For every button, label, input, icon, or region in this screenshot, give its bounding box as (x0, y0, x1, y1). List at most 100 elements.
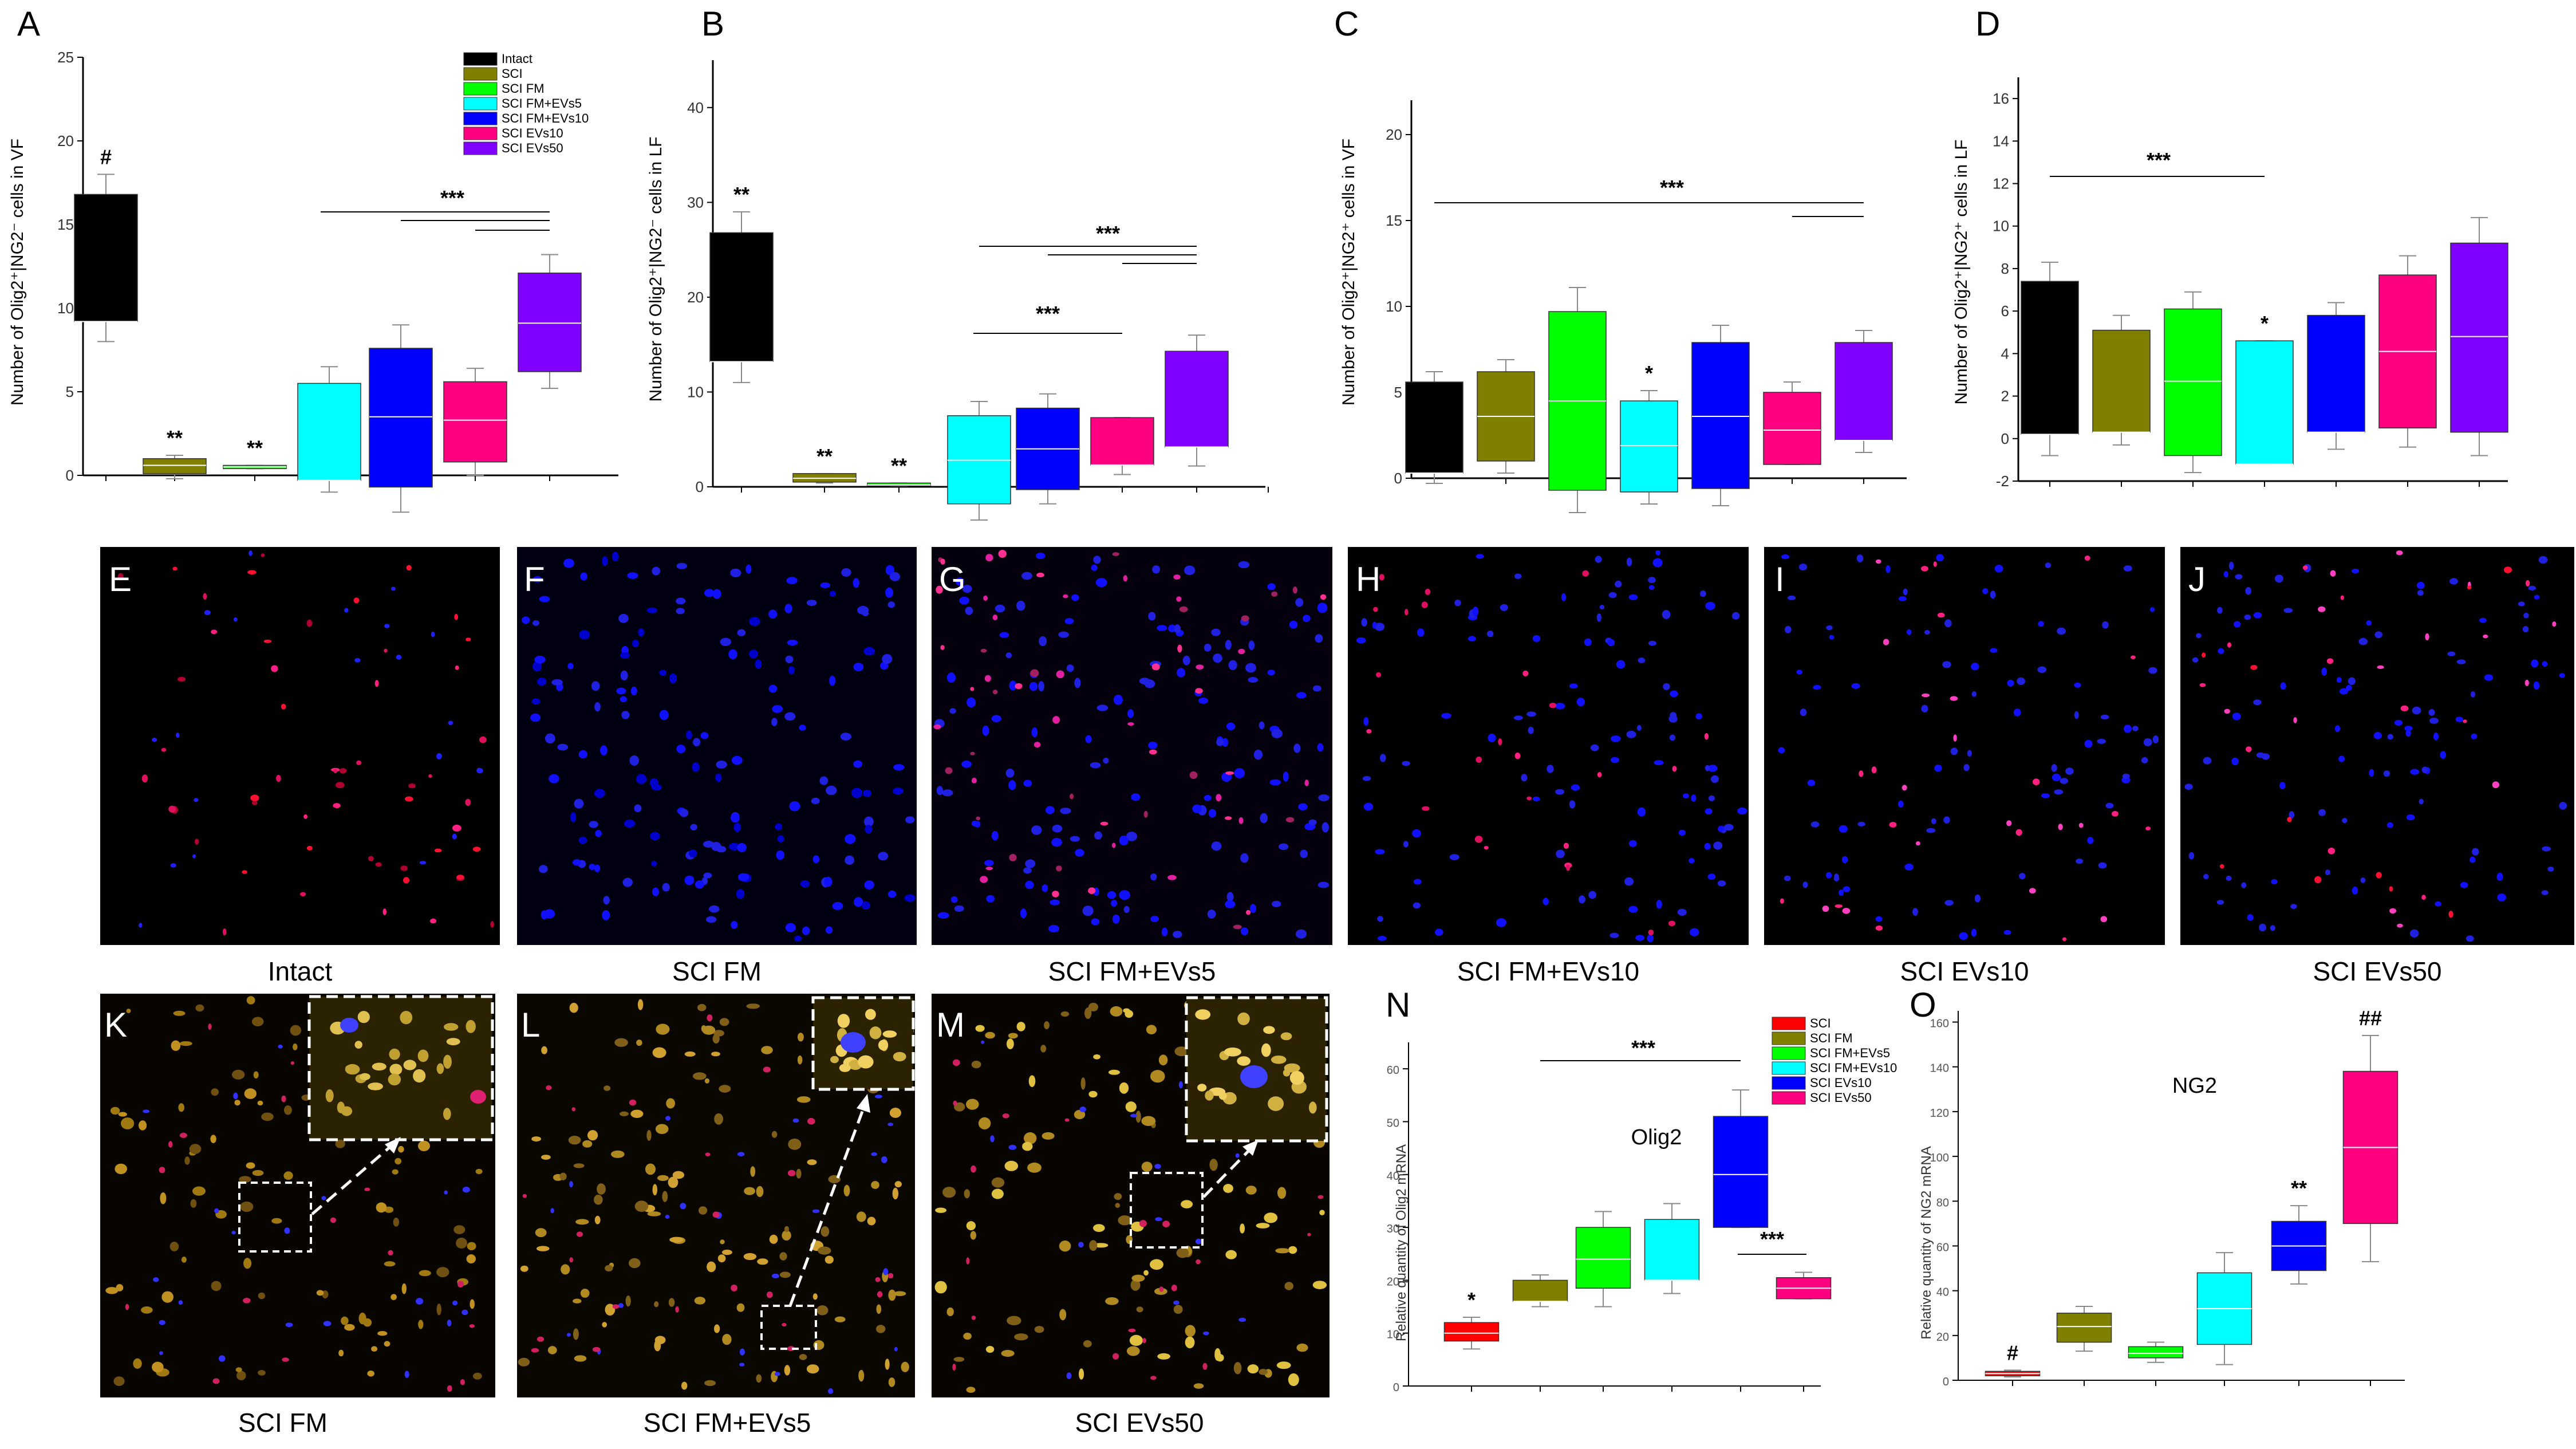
cell-nucleus (720, 637, 731, 647)
cell-nucleus (1705, 808, 1713, 814)
cell-nucleus (675, 1306, 679, 1313)
cell-nucleus (1798, 564, 1808, 570)
legend-swatch (463, 141, 498, 155)
cell-nucleus (1031, 727, 1038, 738)
panel-letter-d: D (1975, 5, 2000, 43)
cell-nucleus (549, 774, 559, 783)
cell-nucleus (1668, 715, 1678, 723)
caption-k: SCI FM (238, 1408, 328, 1438)
cell-nucleus (2496, 872, 2503, 881)
cell-nucleus (2280, 682, 2286, 690)
cell-nucleus (1088, 1002, 1098, 1011)
cell-nucleus (333, 803, 341, 809)
cell-nucleus (179, 1132, 187, 1138)
cell-nucleus (650, 832, 660, 841)
cell-nucleus (816, 1305, 829, 1316)
cell-nucleus (2522, 626, 2529, 633)
cell-nucleus (2404, 726, 2413, 731)
arrowhead-k (385, 1137, 401, 1153)
cell-nucleus (2559, 802, 2567, 810)
cell-nucleus (1185, 1336, 1195, 1349)
cell-nucleus (1611, 757, 1619, 763)
cell-nucleus (178, 1300, 183, 1305)
significance-marker: ** (733, 183, 749, 206)
cell-nucleus (375, 862, 382, 867)
cell-nucleus (2541, 890, 2549, 895)
cell-nucleus (403, 877, 409, 884)
cell-nucleus (212, 1378, 220, 1384)
cell-nucleus (668, 1176, 678, 1188)
cell-nucleus (769, 1234, 778, 1244)
cell-nucleus (888, 1377, 896, 1387)
cell-nucleus (1261, 1043, 1271, 1057)
cell-nucleus (784, 1365, 791, 1376)
cell-nucleus (970, 687, 975, 691)
cell-nucleus (1655, 550, 1661, 556)
cell-nucleus (573, 859, 581, 866)
cell-nucleus (2463, 719, 2467, 723)
cell-nucleus (2465, 935, 2474, 942)
cell-nucleus (2019, 873, 2026, 880)
y-tick-label: 30 (687, 194, 704, 211)
cell-nucleus (1296, 692, 1307, 699)
cell-nucleus (1609, 932, 1619, 938)
cell-nucleus (881, 1156, 887, 1163)
cell-nucleus (2552, 621, 2557, 627)
cell-nucleus (1361, 618, 1367, 627)
cell-nucleus (2387, 734, 2394, 740)
cell-nucleus (1378, 936, 1387, 941)
cell-nucleus (845, 834, 856, 844)
cell-nucleus (1944, 900, 1954, 906)
cell-nucleus (719, 1085, 731, 1093)
cell-nucleus (1711, 775, 1719, 783)
cell-nucleus (787, 1170, 796, 1176)
cell-nucleus (1626, 557, 1632, 566)
cell-nucleus (2287, 817, 2292, 822)
cell-nucleus (121, 1117, 135, 1129)
cell-nucleus (1931, 818, 1936, 824)
cell-nucleus (645, 1163, 656, 1175)
cell-nucleus (419, 1270, 431, 1277)
cell-nucleus (1421, 601, 1428, 608)
cell-nucleus (335, 1139, 345, 1148)
box-sci-evs50 (518, 272, 582, 372)
cell-nucleus (1129, 1334, 1143, 1346)
cell-nucleus (384, 648, 388, 653)
cell-nucleus (2029, 888, 2036, 894)
y-tick-label: 60 (1936, 1241, 1949, 1254)
y-tick-label: 16 (1993, 90, 2009, 107)
cell-nucleus (800, 880, 810, 888)
cell-nucleus (946, 1307, 954, 1317)
ylabel-a: Number of Olig2⁺|NG2⁻ cells in VF (8, 139, 27, 405)
y-tick-label: 100 (1930, 1152, 1949, 1164)
cell-nucleus (243, 1298, 251, 1304)
cell-nucleus (258, 1370, 266, 1376)
cell-nucleus (761, 1046, 773, 1054)
cell-nucleus (669, 1237, 684, 1243)
cell-nucleus (784, 604, 792, 613)
cell-nucleus (1059, 1241, 1071, 1252)
cell-nucleus (446, 1038, 460, 1046)
cell-nucleus (1788, 595, 1796, 600)
cell-nucleus (161, 747, 167, 752)
cell-nucleus (1007, 1316, 1021, 1325)
cell-nucleus (797, 1055, 803, 1065)
cell-nucleus (1582, 570, 1589, 577)
cell-nucleus (1731, 612, 1740, 620)
cell-nucleus (1090, 762, 1101, 769)
cell-nucleus (1514, 715, 1523, 720)
cell-nucleus (293, 1044, 298, 1050)
cell-nucleus (1238, 1317, 1246, 1322)
cell-nucleus (1307, 1233, 1311, 1237)
cell-nucleus (1300, 849, 1308, 859)
significance-marker: * (2261, 312, 2269, 335)
cell-nucleus (466, 1019, 476, 1033)
cell-nucleus (703, 872, 712, 879)
cell-nucleus (655, 1124, 669, 1135)
cell-nucleus (2440, 751, 2446, 759)
cell-nucleus (1234, 768, 1245, 778)
cell-nucleus (967, 697, 976, 708)
arrow-l (788, 1105, 866, 1306)
cell-nucleus (782, 1230, 791, 1241)
